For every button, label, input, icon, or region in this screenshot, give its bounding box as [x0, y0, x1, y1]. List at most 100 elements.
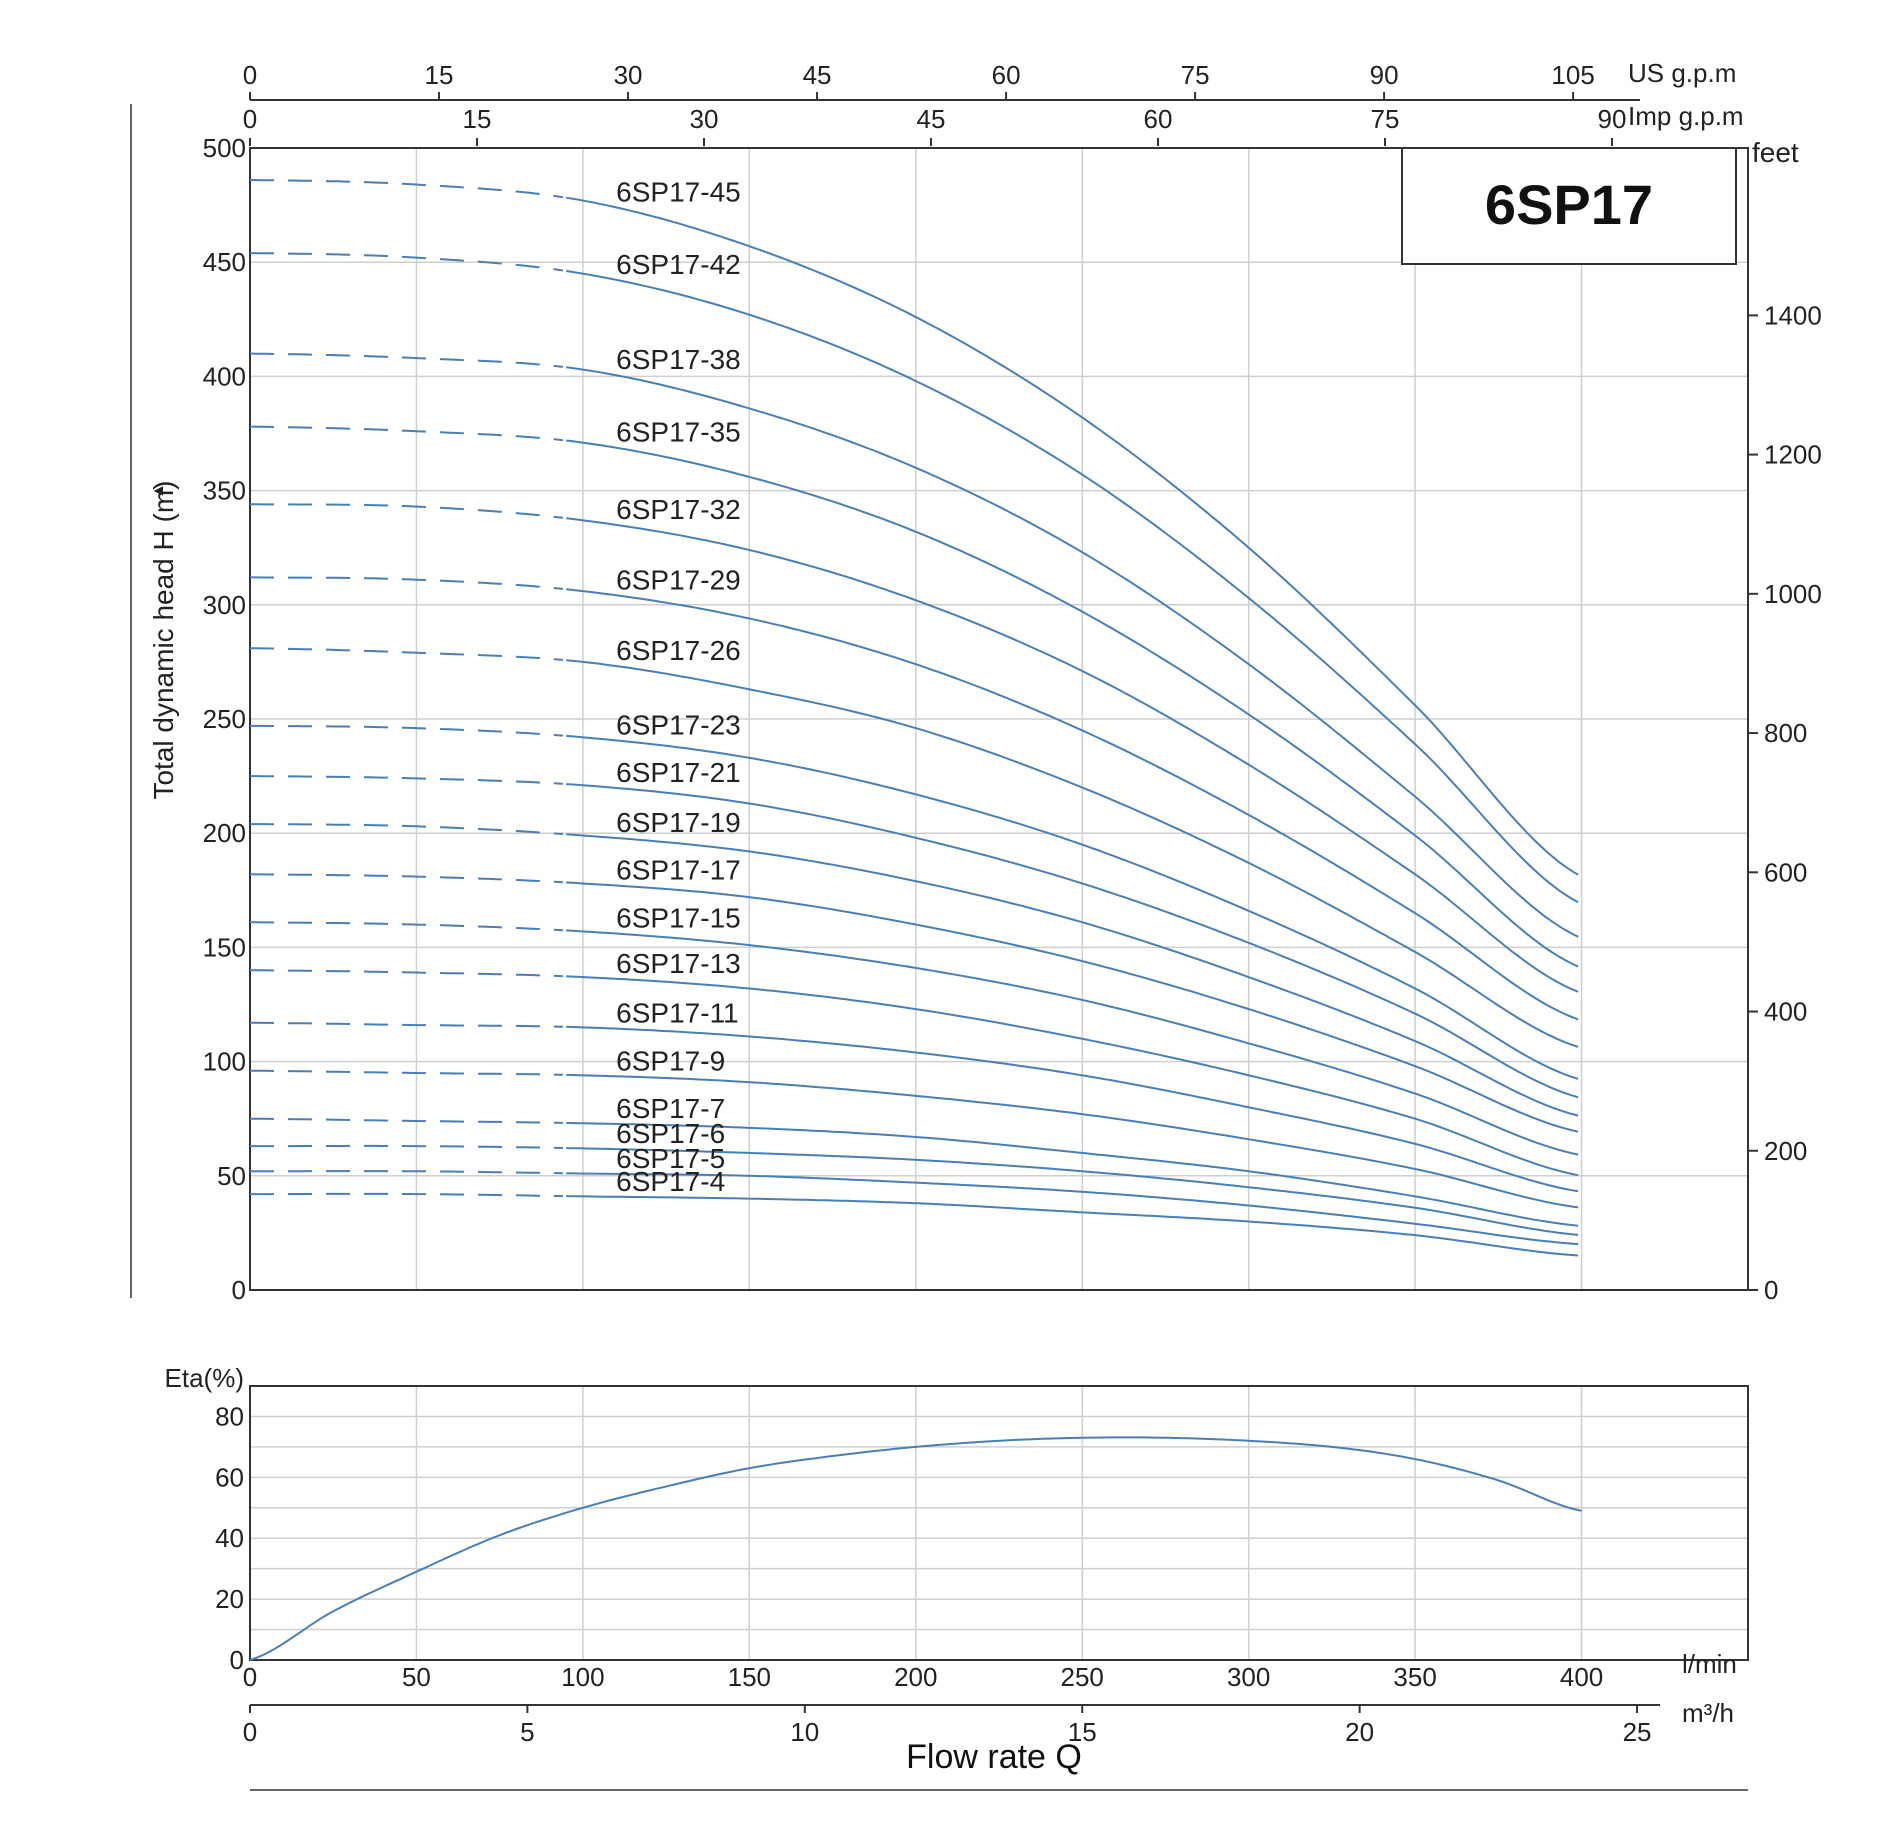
x-top2-tick-label: 30 — [690, 104, 719, 134]
x-tick-label-lmin: 150 — [728, 1662, 771, 1692]
head-curve-dashed — [249, 873, 563, 884]
y2-tick-label: 1000 — [1764, 579, 1822, 609]
head-curve-solid — [566, 517, 1579, 993]
head-curve-solid — [566, 734, 1579, 1080]
head-curve-dashed — [249, 425, 564, 442]
head-curve-solid — [566, 659, 1579, 1048]
head-curve-dashed — [250, 823, 563, 835]
x-tick-label-lmin: 200 — [894, 1662, 937, 1692]
x-m3h-tick-label: 15 — [1068, 1717, 1097, 1747]
x-tick-label-lmin: 100 — [561, 1662, 604, 1692]
head-curve-dashed — [250, 1192, 563, 1198]
head-curve-dashed — [249, 352, 564, 368]
head-curve-solid — [566, 1172, 1579, 1246]
head-curve-dashed — [250, 1170, 563, 1175]
x-top2-tick-label: 15 — [463, 104, 492, 134]
head-curve-dashed — [249, 179, 564, 199]
y2-tick-label: 800 — [1764, 718, 1807, 748]
y-axis-label: Total dynamic head H (m) — [148, 480, 179, 799]
eff-y-tick-label: 60 — [215, 1462, 244, 1492]
x-m3h-tick-label: 10 — [790, 1717, 819, 1747]
series-label: 6SP17-5 — [616, 1143, 725, 1174]
eff-y-tick-label: 40 — [215, 1523, 244, 1553]
y-tick-label: 200 — [203, 818, 246, 848]
head-curve-solid — [566, 1147, 1579, 1236]
x-axis-label: Flow rate Q — [906, 1738, 1082, 1776]
series-label: 6SP17-35 — [616, 417, 741, 448]
y2-tick-label: 1200 — [1764, 440, 1822, 470]
x-top1-tick-label: 75 — [1181, 60, 1210, 90]
y2-tick-label: 600 — [1764, 857, 1807, 887]
eff-y-tick-label: 80 — [215, 1401, 244, 1431]
head-curve-dashed — [250, 1021, 563, 1028]
y-tick-label: 300 — [203, 590, 246, 620]
x-top2-tick-label: 90 — [1598, 104, 1627, 134]
x-top2-tick-label: 75 — [1371, 104, 1400, 134]
y2-tick-label: 0 — [1764, 1275, 1778, 1305]
y-tick-label: 100 — [203, 1047, 246, 1077]
x-top2-tick-label: 45 — [917, 104, 946, 134]
series-label: 6SP17-6 — [616, 1118, 725, 1149]
y2-tick-label: 1400 — [1764, 300, 1822, 330]
x-tick-label-lmin: 0 — [243, 1662, 257, 1692]
series-label: 6SP17-15 — [616, 903, 741, 934]
y-axis-marker: ▲ — [150, 483, 167, 499]
head-curve-solid — [566, 588, 1579, 1021]
eff-y-tick-label: 20 — [215, 1584, 244, 1614]
head-curve-solid — [566, 1073, 1579, 1209]
head-curve-dashed — [249, 647, 563, 661]
head-curve-dashed — [249, 252, 564, 272]
x-top1-tick-label: 105 — [1551, 60, 1594, 90]
x-m3h-tick-label: 25 — [1623, 1717, 1652, 1747]
x-m3h-tick-label: 5 — [520, 1717, 534, 1747]
y-tick-label: 500 — [203, 133, 246, 163]
series-label: 6SP17-7 — [616, 1093, 725, 1124]
chart-title: 6SP17 — [1485, 173, 1653, 236]
head-curve-dashed — [250, 921, 563, 932]
head-curve-solid — [566, 975, 1579, 1177]
y2-tick-label: 200 — [1764, 1136, 1807, 1166]
head-curve-dashed — [250, 724, 563, 737]
head-curve-solid — [566, 881, 1579, 1133]
x-tick-label-lmin: 250 — [1061, 1662, 1104, 1692]
head-chart: 0501001502002503003504004505000200400600… — [130, 60, 1822, 1305]
eff-y-tick-label: 0 — [230, 1645, 244, 1675]
x-top2-unit: Imp g.p.m — [1628, 101, 1744, 131]
head-curve-solid — [566, 833, 1579, 1117]
x-top2-tick-label: 60 — [1144, 104, 1173, 134]
x-tick-label-lmin: 50 — [402, 1662, 431, 1692]
eta-axis-label: Eta(%) — [165, 1363, 244, 1393]
head-curve-dashed — [249, 1069, 563, 1076]
head-curve-dashed — [250, 1144, 563, 1149]
y-tick-label: 400 — [203, 361, 246, 391]
y-tick-label: 150 — [203, 932, 246, 962]
y-tick-label: 250 — [203, 704, 246, 734]
y2-tick-label: 400 — [1764, 997, 1807, 1027]
x-top1-tick-label: 30 — [614, 60, 643, 90]
head-curve-solid — [566, 929, 1579, 1156]
head-curve-solid — [566, 783, 1579, 1099]
head-curve-solid — [566, 1195, 1579, 1257]
y-tick-label: 0 — [232, 1275, 246, 1305]
efficiency-chart: 0 20 40 60 80 0 50 100 150 200 250 300 350 400 0 5 10 15 2… — [215, 1385, 1749, 1791]
efficiency-curve — [249, 1436, 1582, 1661]
series-label: 6SP17-13 — [616, 948, 741, 979]
series-label: 6SP17-26 — [616, 635, 741, 666]
head-curve-solid — [566, 439, 1579, 968]
title-box — [1401, 147, 1737, 265]
x-m3h-tick-label: 20 — [1345, 1717, 1374, 1747]
series-label: 6SP17-23 — [616, 709, 741, 740]
head-curve-dashed — [250, 576, 563, 590]
x-tick-label-lmin: 400 — [1560, 1662, 1603, 1692]
x-top1-tick-label: 90 — [1370, 60, 1399, 90]
y-tick-label: 350 — [203, 476, 246, 506]
y2-axis-label: feet — [1752, 137, 1799, 168]
series-label: 6SP17-21 — [616, 757, 741, 788]
series-label: 6SP17-45 — [616, 176, 741, 207]
x-top1-tick-label: 15 — [425, 60, 454, 90]
x-m3h-tick-label: 0 — [243, 1717, 257, 1747]
x-top1-tick-label: 0 — [243, 60, 257, 90]
head-curve-solid — [566, 1121, 1579, 1227]
